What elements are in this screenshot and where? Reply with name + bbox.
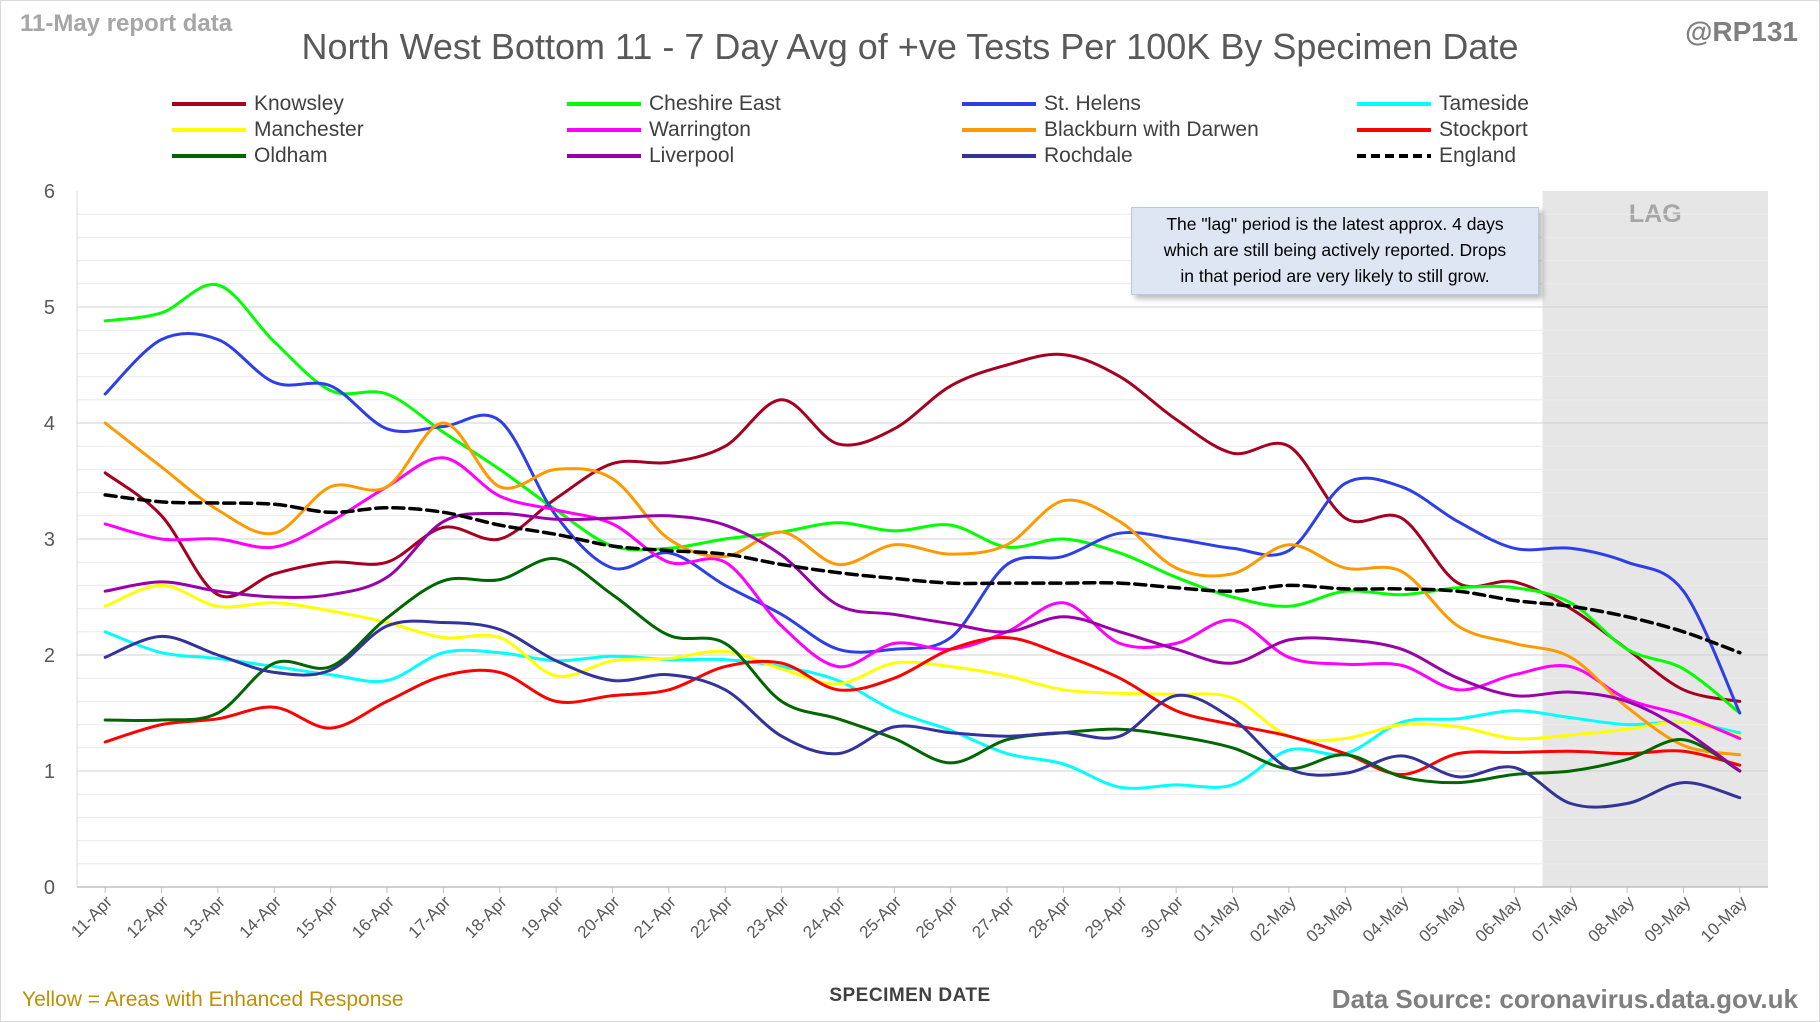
legend-item-liverpool: Liverpool: [565, 144, 955, 170]
legend-label: Blackburn with Darwen: [1044, 118, 1259, 141]
x-tick-label: 06-May: [1472, 892, 1526, 946]
y-tick-label: 5: [44, 297, 55, 319]
y-tick-label: 6: [44, 181, 55, 203]
series-line-st-helens: [103, 331, 1742, 715]
legend-item-knowsley: Knowsley: [170, 92, 560, 118]
x-tick-label: 14-Apr: [236, 892, 286, 942]
x-tick-label: 22-Apr: [687, 892, 737, 942]
x-tick-label: 01-May: [1190, 892, 1244, 946]
legend-swatch: [962, 154, 1036, 158]
legend-label: Warrington: [649, 118, 751, 141]
legend-item-tameside: Tameside: [1355, 92, 1745, 118]
x-tick-label: 26-Apr: [912, 892, 962, 942]
legend-item-stockport: Stockport: [1355, 118, 1745, 144]
legend-swatch: [962, 102, 1036, 106]
legend-label: Cheshire East: [649, 92, 781, 115]
legend-label: Oldham: [254, 144, 328, 167]
y-tick-label: 3: [44, 529, 55, 551]
x-tick-label: 25-Apr: [856, 892, 906, 942]
x-tick-label: 11-Apr: [67, 892, 116, 941]
x-tick-label: 23-Apr: [743, 892, 793, 942]
x-tick-label: 13-Apr: [179, 892, 229, 942]
legend-item-st-helens: St. Helens: [960, 92, 1350, 118]
legend-label: Manchester: [254, 118, 364, 141]
y-tick-label: 1: [44, 761, 55, 783]
legend-swatch: [1357, 128, 1431, 132]
x-tick-label: 20-Apr: [574, 892, 624, 942]
series-line-knowsley: [103, 352, 1742, 703]
legend-swatch: [962, 128, 1036, 132]
series-line-blackburn-with-darwen: [103, 421, 1742, 757]
legend-label: Knowsley: [254, 92, 344, 115]
legend: Knowsley Cheshire East St. Helens Tameside M…: [170, 92, 1760, 174]
x-tick-label: 24-Apr: [799, 892, 849, 942]
series-line-tameside: [103, 630, 1742, 790]
chart-title: North West Bottom 11 - 7 Day Avg of +ve …: [301, 26, 1519, 67]
legend-label: Rochdale: [1044, 144, 1133, 167]
series-line-oldham: [103, 557, 1742, 785]
lag-note-line-2: which are still being actively reported.…: [1163, 240, 1507, 260]
y-tick-label: 4: [44, 413, 55, 435]
legend-swatch: [567, 102, 641, 106]
x-tick-label: 29-Apr: [1081, 892, 1131, 942]
x-tick-label: 19-Apr: [517, 892, 567, 942]
series-line-liverpool: [103, 511, 1742, 773]
legend-swatch: [1357, 154, 1431, 158]
x-tick-label: 08-May: [1584, 892, 1638, 946]
series-line-rochdale: [103, 619, 1742, 809]
legend-swatch: [567, 128, 641, 132]
x-tick-label: 02-May: [1246, 892, 1300, 946]
x-tick-label: 21-Apr: [630, 892, 680, 942]
author-handle: @RP131: [1685, 16, 1798, 47]
legend-item-blackburn-with-darwen: Blackburn with Darwen: [960, 118, 1350, 144]
legend-item-manchester: Manchester: [170, 118, 560, 144]
legend-item-england: England: [1355, 144, 1745, 170]
y-tick-label: 0: [44, 877, 55, 899]
lag-note: The "lag" period is the latest approx. 4…: [1131, 207, 1539, 295]
report-date-label: 11-May report data: [20, 10, 233, 37]
series-line-cheshire-east: [103, 282, 1742, 715]
x-tick-label: 15-Apr: [292, 892, 342, 942]
legend-item-warrington: Warrington: [565, 118, 955, 144]
legend-swatch: [1357, 102, 1431, 106]
x-tick-label: 10-May: [1697, 892, 1751, 946]
x-tick-label: 28-Apr: [1025, 892, 1075, 942]
x-tick-label: 16-Apr: [348, 892, 398, 942]
data-source: Data Source: coronavirus.data.gov.uk: [1331, 984, 1798, 1014]
x-tick-label: 17-Apr: [405, 892, 455, 942]
legend-label: Liverpool: [649, 144, 735, 167]
x-tick-label: 12-Apr: [123, 892, 173, 942]
legend-label: England: [1439, 144, 1517, 167]
legend-swatch: [172, 102, 246, 106]
y-tick-label: 2: [44, 645, 55, 667]
x-tick-label: 30-Apr: [1137, 892, 1187, 942]
x-tick-label: 03-May: [1303, 892, 1357, 946]
legend-item-cheshire-east: Cheshire East: [565, 92, 955, 118]
legend-item-oldham: Oldham: [170, 144, 560, 170]
x-tick-label: 05-May: [1415, 892, 1469, 946]
lag-note-line-1: The "lag" period is the latest approx. 4…: [1166, 214, 1504, 234]
legend-item-rochdale: Rochdale: [960, 144, 1350, 170]
x-tick-label: 18-Apr: [461, 892, 511, 942]
legend-label: Stockport: [1439, 118, 1528, 141]
legend-swatch: [172, 128, 246, 132]
legend-label: St. Helens: [1044, 92, 1141, 115]
x-tick-label: 09-May: [1641, 892, 1695, 946]
x-axis-label: SPECIMEN DATE: [829, 985, 991, 1006]
series-line-england: [103, 493, 1742, 655]
legend-swatch: [172, 154, 246, 158]
x-tick-label: 04-May: [1359, 892, 1413, 946]
x-tick-label: 07-May: [1528, 892, 1582, 946]
lag-note-line-3: in that period are very likely to still …: [1180, 266, 1490, 286]
legend-label: Tameside: [1439, 92, 1529, 115]
footnote-enhanced-response: Yellow = Areas with Enhanced Response: [22, 988, 404, 1011]
x-tick-label: 27-Apr: [968, 892, 1018, 942]
legend-swatch: [567, 154, 641, 158]
series-line-stockport: [103, 636, 1742, 776]
